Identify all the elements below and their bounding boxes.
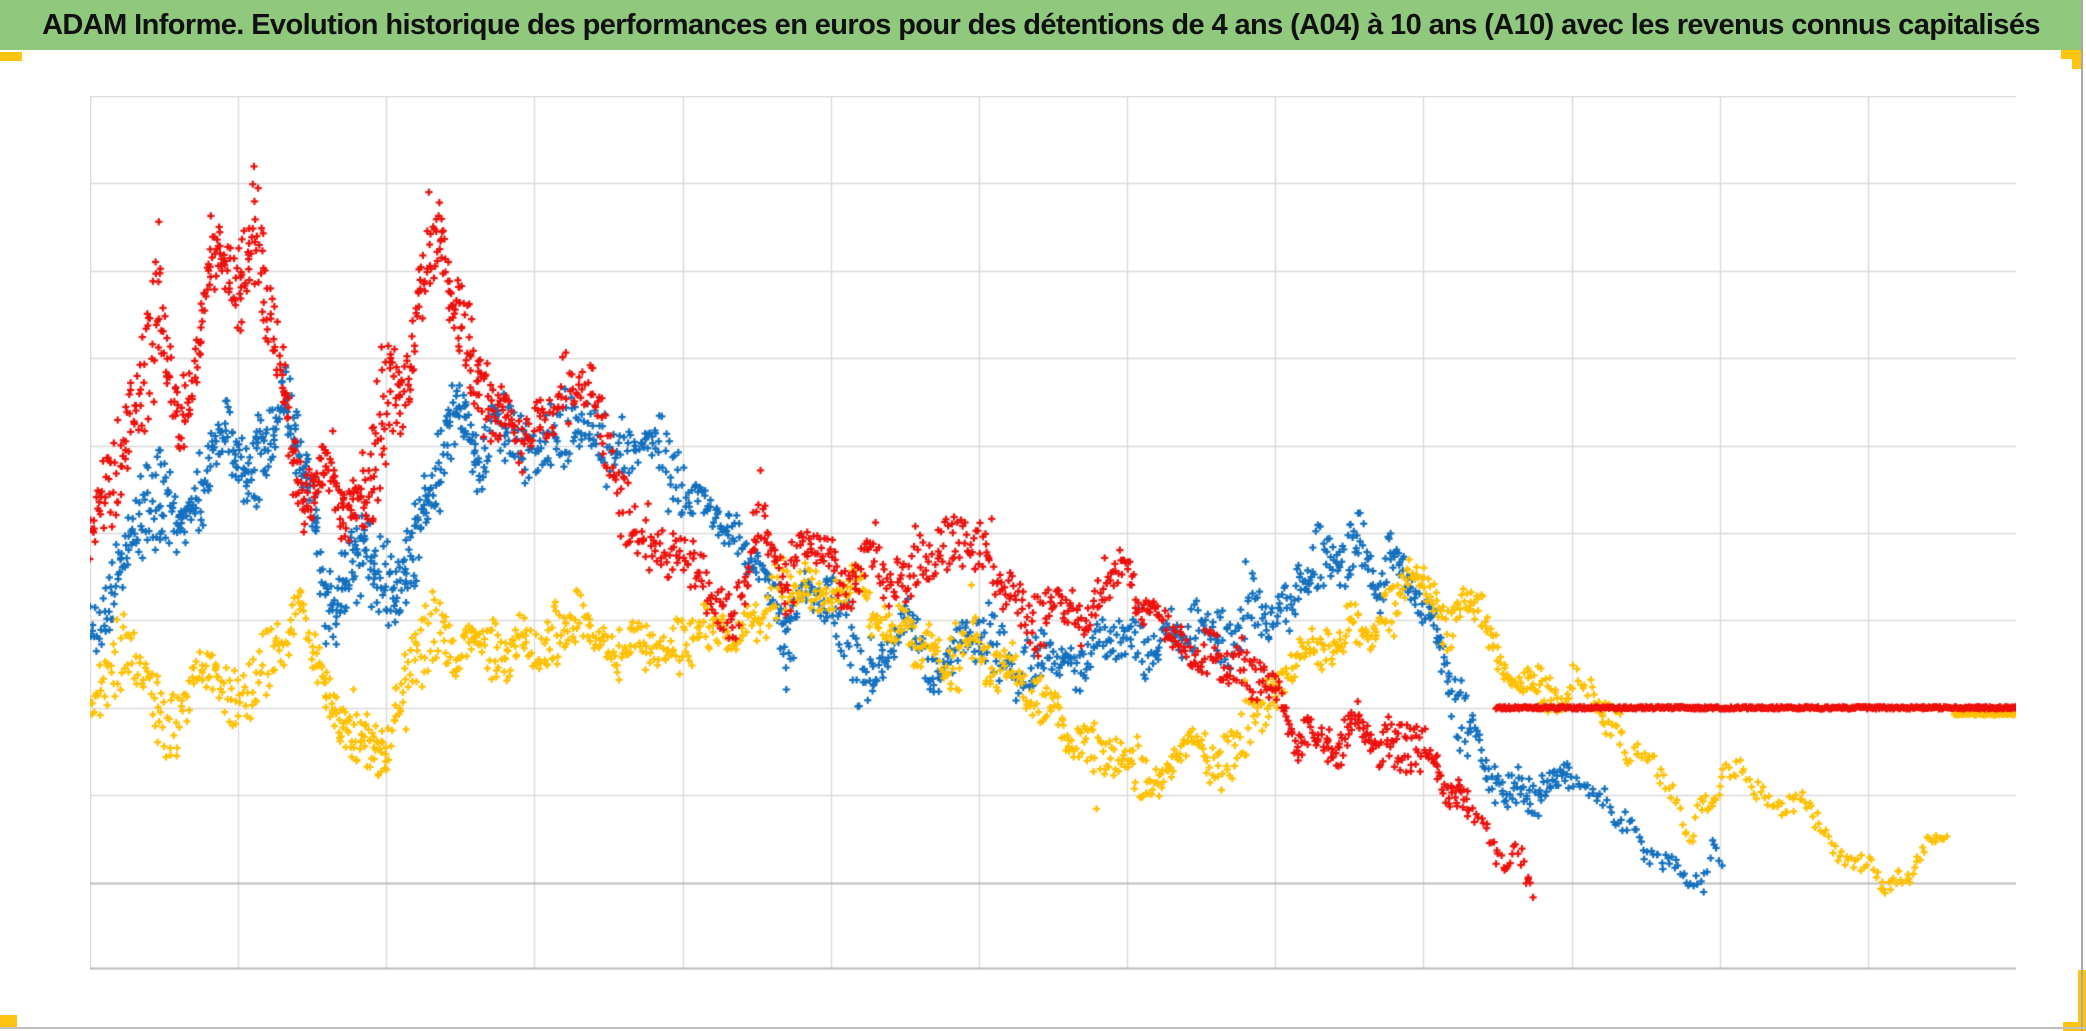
corner-mark-bottom-right-h [2063, 1022, 2086, 1031]
corner-mark-bottom-left [0, 1015, 17, 1027]
title-banner: ADAM Informe. Evolution historique des p… [0, 0, 2082, 50]
page-right-border [2081, 0, 2083, 1031]
page-bottom-border [0, 1027, 2086, 1029]
corner-mark-top-left [0, 52, 22, 61]
scatter-chart-canvas [90, 96, 2016, 970]
plot-area [90, 96, 2016, 970]
corner-mark-top-right-h [2061, 50, 2082, 59]
chart-title: ADAM Informe. Evolution historique des p… [42, 8, 2040, 41]
corner-mark-top-right-v [2072, 50, 2082, 69]
